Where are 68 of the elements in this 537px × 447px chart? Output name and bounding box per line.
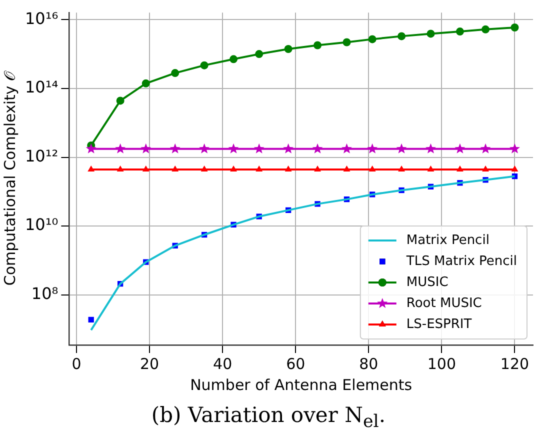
x-tick-label: 100 <box>427 354 456 373</box>
point <box>172 166 179 172</box>
point <box>456 28 464 36</box>
x-tick-label: 40 <box>213 354 232 373</box>
x-tick-label: 120 <box>500 354 530 373</box>
point <box>342 143 352 154</box>
point <box>312 143 323 154</box>
legend-label: MUSIC <box>406 274 448 290</box>
point <box>88 166 95 172</box>
point <box>256 166 263 172</box>
point <box>314 41 322 50</box>
x-tick-label: 0 <box>72 354 82 373</box>
point <box>456 166 464 172</box>
legend-label: Root MUSIC <box>406 296 482 311</box>
x-axis-title: Number of Antenna Elements <box>190 376 412 394</box>
x-tick-label: 20 <box>140 354 160 373</box>
point <box>396 143 407 154</box>
point <box>284 166 292 172</box>
legend-label: Matrix Pencil <box>406 232 490 248</box>
point <box>342 38 351 46</box>
point <box>482 166 489 172</box>
point <box>142 166 150 172</box>
point <box>398 166 405 172</box>
point <box>284 45 292 54</box>
point <box>142 79 150 88</box>
legend-label: TLS Matrix Pencil <box>405 254 518 269</box>
point <box>170 143 180 154</box>
point <box>255 50 264 58</box>
point <box>171 69 180 78</box>
point <box>454 143 466 154</box>
point <box>88 316 94 323</box>
point <box>228 143 239 154</box>
point <box>368 35 376 44</box>
point <box>200 61 208 70</box>
point <box>510 143 520 154</box>
legend-label: LS-ESPRIT <box>406 316 472 332</box>
y-tick-label: 10⁸ <box>31 284 58 304</box>
point <box>116 96 124 105</box>
point <box>343 166 350 172</box>
point <box>427 166 434 172</box>
point <box>140 143 152 154</box>
point <box>368 166 376 172</box>
point <box>230 166 237 172</box>
point <box>254 143 264 154</box>
y-tick-label: 10¹⁶ <box>25 8 58 28</box>
point <box>426 143 436 154</box>
point <box>86 143 96 154</box>
y-tick-label: 10¹⁴ <box>25 78 58 97</box>
y-tick-label: 10¹² <box>25 146 58 166</box>
x-tick-label: 60 <box>286 354 306 373</box>
point <box>482 25 490 34</box>
point <box>511 166 518 172</box>
point <box>314 166 321 172</box>
point <box>199 143 210 154</box>
x-tick-label: 80 <box>359 354 378 373</box>
point <box>426 30 435 38</box>
point <box>367 143 378 154</box>
point <box>116 166 124 172</box>
text: (b) Variation over N$_{el}$. <box>150 403 387 432</box>
y-tick-label: 10¹⁰ <box>25 215 58 234</box>
point <box>398 32 406 40</box>
point <box>283 143 294 154</box>
point <box>200 166 208 172</box>
point <box>480 143 491 154</box>
point <box>115 143 126 154</box>
y-axis-title: Computational Complexity 𝒪 <box>0 70 19 286</box>
point <box>230 55 238 64</box>
point <box>510 24 519 32</box>
